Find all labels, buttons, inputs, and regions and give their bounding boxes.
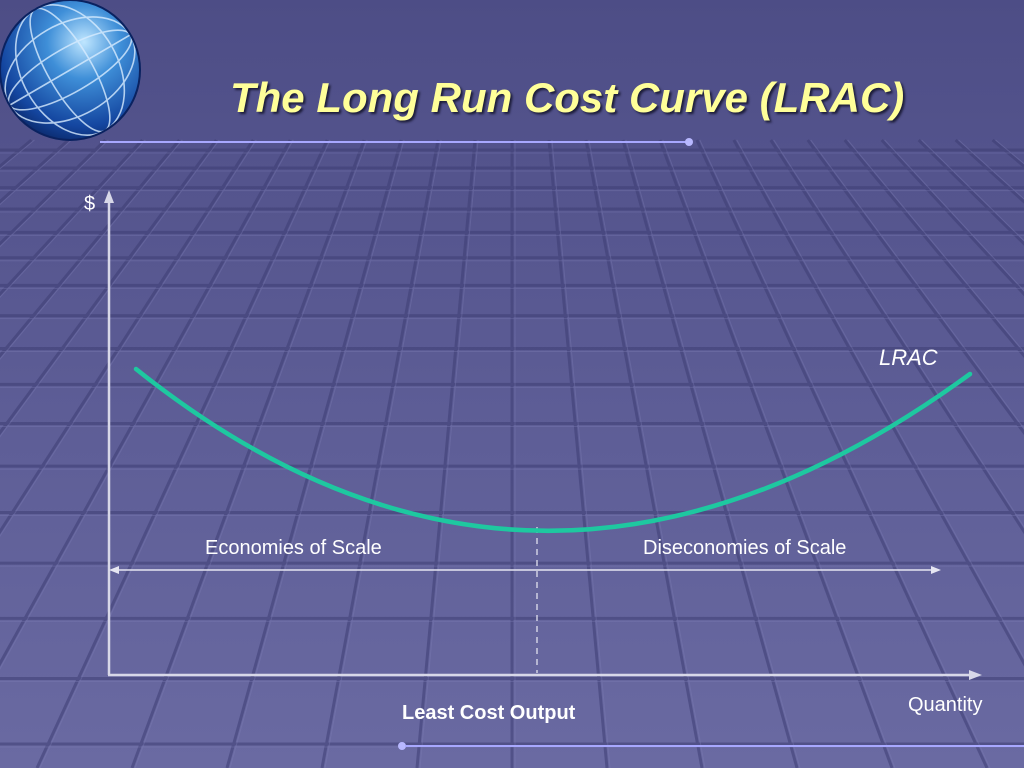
lrac-curve	[133, 366, 973, 533]
title-underline	[100, 138, 693, 146]
x-axis	[108, 670, 982, 680]
globe-icon	[0, 0, 141, 141]
y-axis	[104, 190, 114, 675]
diseconomies-of-scale-label: Diseconomies of Scale	[643, 537, 847, 559]
page-title: The Long Run Cost Curve (LRAC)	[230, 74, 905, 121]
footer-line	[398, 742, 1024, 750]
lrac-curve-label: LRAC	[879, 345, 938, 370]
scale-double-arrow	[109, 566, 941, 574]
economies-of-scale-label: Economies of Scale	[205, 537, 382, 559]
x-axis-label: Quantity	[908, 694, 983, 716]
least-cost-output-label: Least Cost Output	[402, 702, 576, 724]
y-axis-label: $	[84, 193, 96, 215]
